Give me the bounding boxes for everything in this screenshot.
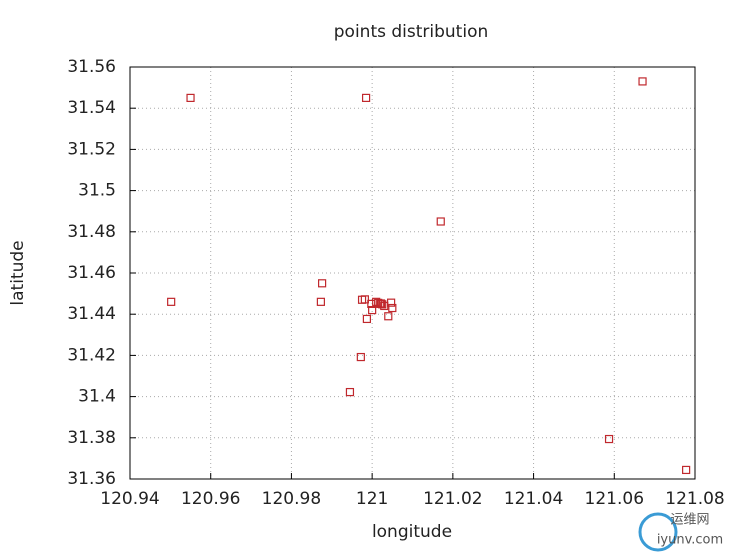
watermark-logo [638,512,678,552]
y-tick-label: 31.48 [67,222,116,242]
point [378,300,387,309]
y-tick-label: 31.54 [67,98,116,118]
point [318,279,327,288]
plot-frame [129,66,696,480]
point [167,297,176,306]
y-tick-label: 31.36 [67,469,116,489]
point [316,297,325,306]
point [356,352,365,362]
x-tick-label: 120.96 [181,489,240,509]
point [357,295,367,304]
y-tick-label: 31.44 [67,304,116,324]
y-tick-label: 31.42 [67,345,116,365]
x-axis-label: longitude [372,522,452,542]
point [376,299,386,308]
point [384,312,393,321]
point [368,305,377,315]
y-tick-label: 31.4 [78,387,116,407]
y-tick-label: 31.5 [78,181,116,201]
point [186,93,195,103]
x-tick-label: 121.04 [504,489,563,509]
y-tick-label: 31.38 [67,428,116,448]
point [362,314,371,324]
point [638,77,647,86]
x-tick-label: 121.08 [665,489,724,509]
point [360,295,369,304]
x-tick-label: 120.98 [262,489,321,509]
y-tick-label: 31.52 [67,139,116,159]
point [345,387,355,397]
y-tick-label: 31.46 [67,263,116,283]
point [682,465,691,475]
watermark-url: iyunv.com [657,533,723,548]
point [604,434,614,444]
y-axis-label: latitude [8,240,28,305]
watermark-text: 运维网 [670,513,709,528]
x-tick-label: 121.02 [423,489,482,509]
point [436,217,445,226]
y-tick-label: 31.56 [67,57,116,77]
point [361,93,371,103]
point [388,303,397,313]
x-tick-label: 120.94 [100,489,159,509]
x-tick-label: 121 [356,489,388,509]
x-tick-label: 121.06 [585,489,644,509]
chart-title: points distribution [334,22,489,42]
